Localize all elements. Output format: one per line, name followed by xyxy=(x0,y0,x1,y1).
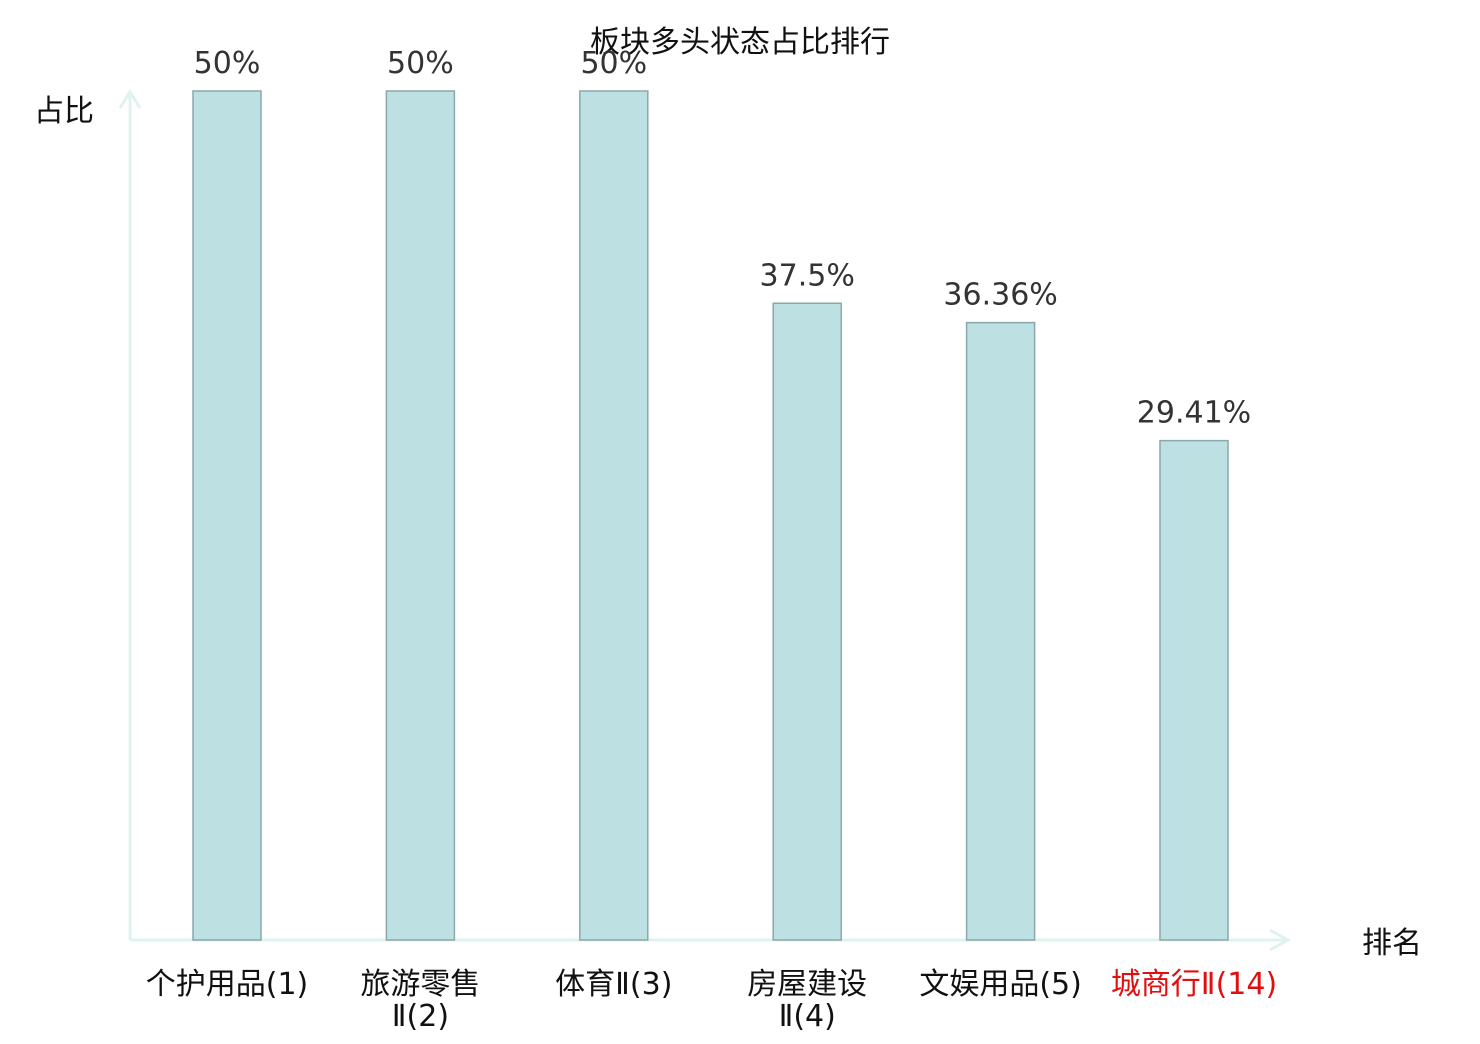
value-label-1: 50% xyxy=(194,46,261,81)
category-label-3: 体育Ⅱ(3) xyxy=(555,967,672,1002)
category-rank-4: Ⅱ(4) xyxy=(779,999,836,1034)
bar-6 xyxy=(1159,439,1229,941)
category-label-4: 房屋建设 xyxy=(747,967,867,1002)
value-label-2: 50% xyxy=(387,46,454,81)
bar-series xyxy=(192,90,1229,941)
x-axis-arrow xyxy=(1269,928,1292,952)
category-label-5: 文娱用品(5) xyxy=(919,967,1082,1002)
category-label-2: 旅游零售 xyxy=(360,967,480,1002)
bar-3 xyxy=(579,90,649,941)
chart-title: 板块多头状态占比排行 xyxy=(590,25,890,60)
bar-4 xyxy=(772,302,842,941)
bar-1 xyxy=(192,90,262,941)
value-label-5: 36.36% xyxy=(943,278,1057,313)
y-axis-arrow xyxy=(118,89,142,109)
value-label-3: 50% xyxy=(580,46,647,81)
category-label-6: 城商行Ⅱ(14) xyxy=(1111,967,1277,1002)
category-label-1: 个护用品(1) xyxy=(146,967,309,1002)
value-label-4: 37.5% xyxy=(760,258,855,293)
chart-axes xyxy=(118,89,1292,952)
bar-5 xyxy=(965,321,1036,941)
y-axis-label: 占比 xyxy=(34,94,94,129)
x-axis-label: 排名 xyxy=(1362,926,1422,961)
value-label-6: 29.41% xyxy=(1137,396,1251,431)
value-labels: 50% 50% 50% 37.5% 36.36% 29.41% xyxy=(194,46,1252,431)
category-rank-2: Ⅱ(2) xyxy=(392,999,449,1034)
bar-2 xyxy=(385,90,456,941)
